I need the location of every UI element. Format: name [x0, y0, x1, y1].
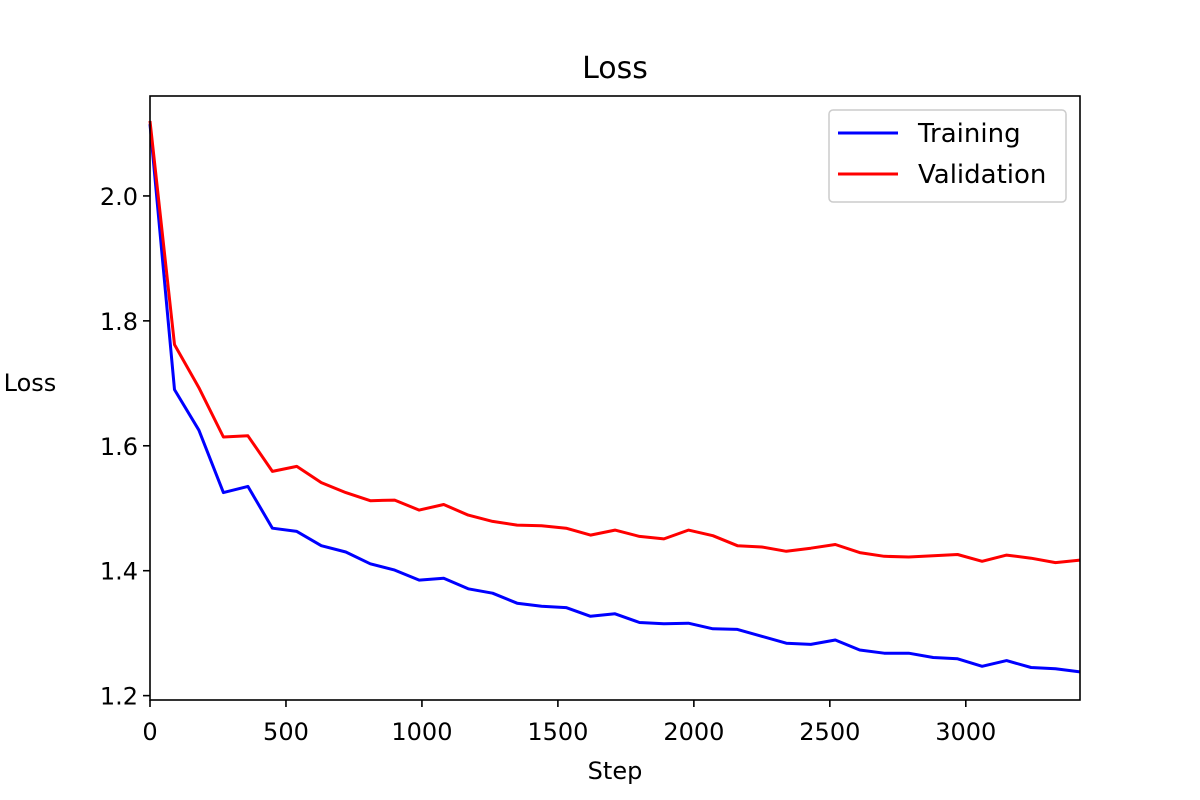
legend: Training Validation — [828, 109, 1067, 203]
legend-label-training: Training — [917, 119, 1021, 149]
x-tick-label: 1500 — [527, 718, 588, 746]
x-tick-label: 1000 — [391, 718, 452, 746]
plot-area — [148, 95, 1081, 701]
x-tick-label: 3000 — [935, 718, 996, 746]
y-tick-label: 1.8 — [100, 308, 138, 336]
y-tick-label: 1.4 — [100, 558, 138, 586]
legend-label-validation: Validation — [918, 160, 1046, 190]
y-tick-label: 2.0 — [100, 183, 138, 211]
x-axis-ticks: 0 500 1000 1500 2000 2500 3000 — [142, 700, 996, 746]
x-tick-label: 500 — [263, 718, 309, 746]
y-tick-label: 1.6 — [100, 433, 138, 461]
y-axis-ticks: 1.2 1.4 1.6 1.8 2.0 — [100, 183, 150, 711]
x-axis-label: Step — [588, 757, 643, 785]
series-line-training — [148, 123, 1081, 674]
y-tick-label: 1.2 — [100, 683, 138, 711]
series-line-validation — [148, 120, 1081, 565]
x-tick-label: 2000 — [663, 718, 724, 746]
x-tick-label: 0 — [142, 718, 157, 746]
y-axis-label: Loss — [4, 369, 57, 397]
x-tick-label: 2500 — [799, 718, 860, 746]
chart-title: Loss — [582, 51, 648, 86]
axes-frame — [149, 95, 1081, 701]
